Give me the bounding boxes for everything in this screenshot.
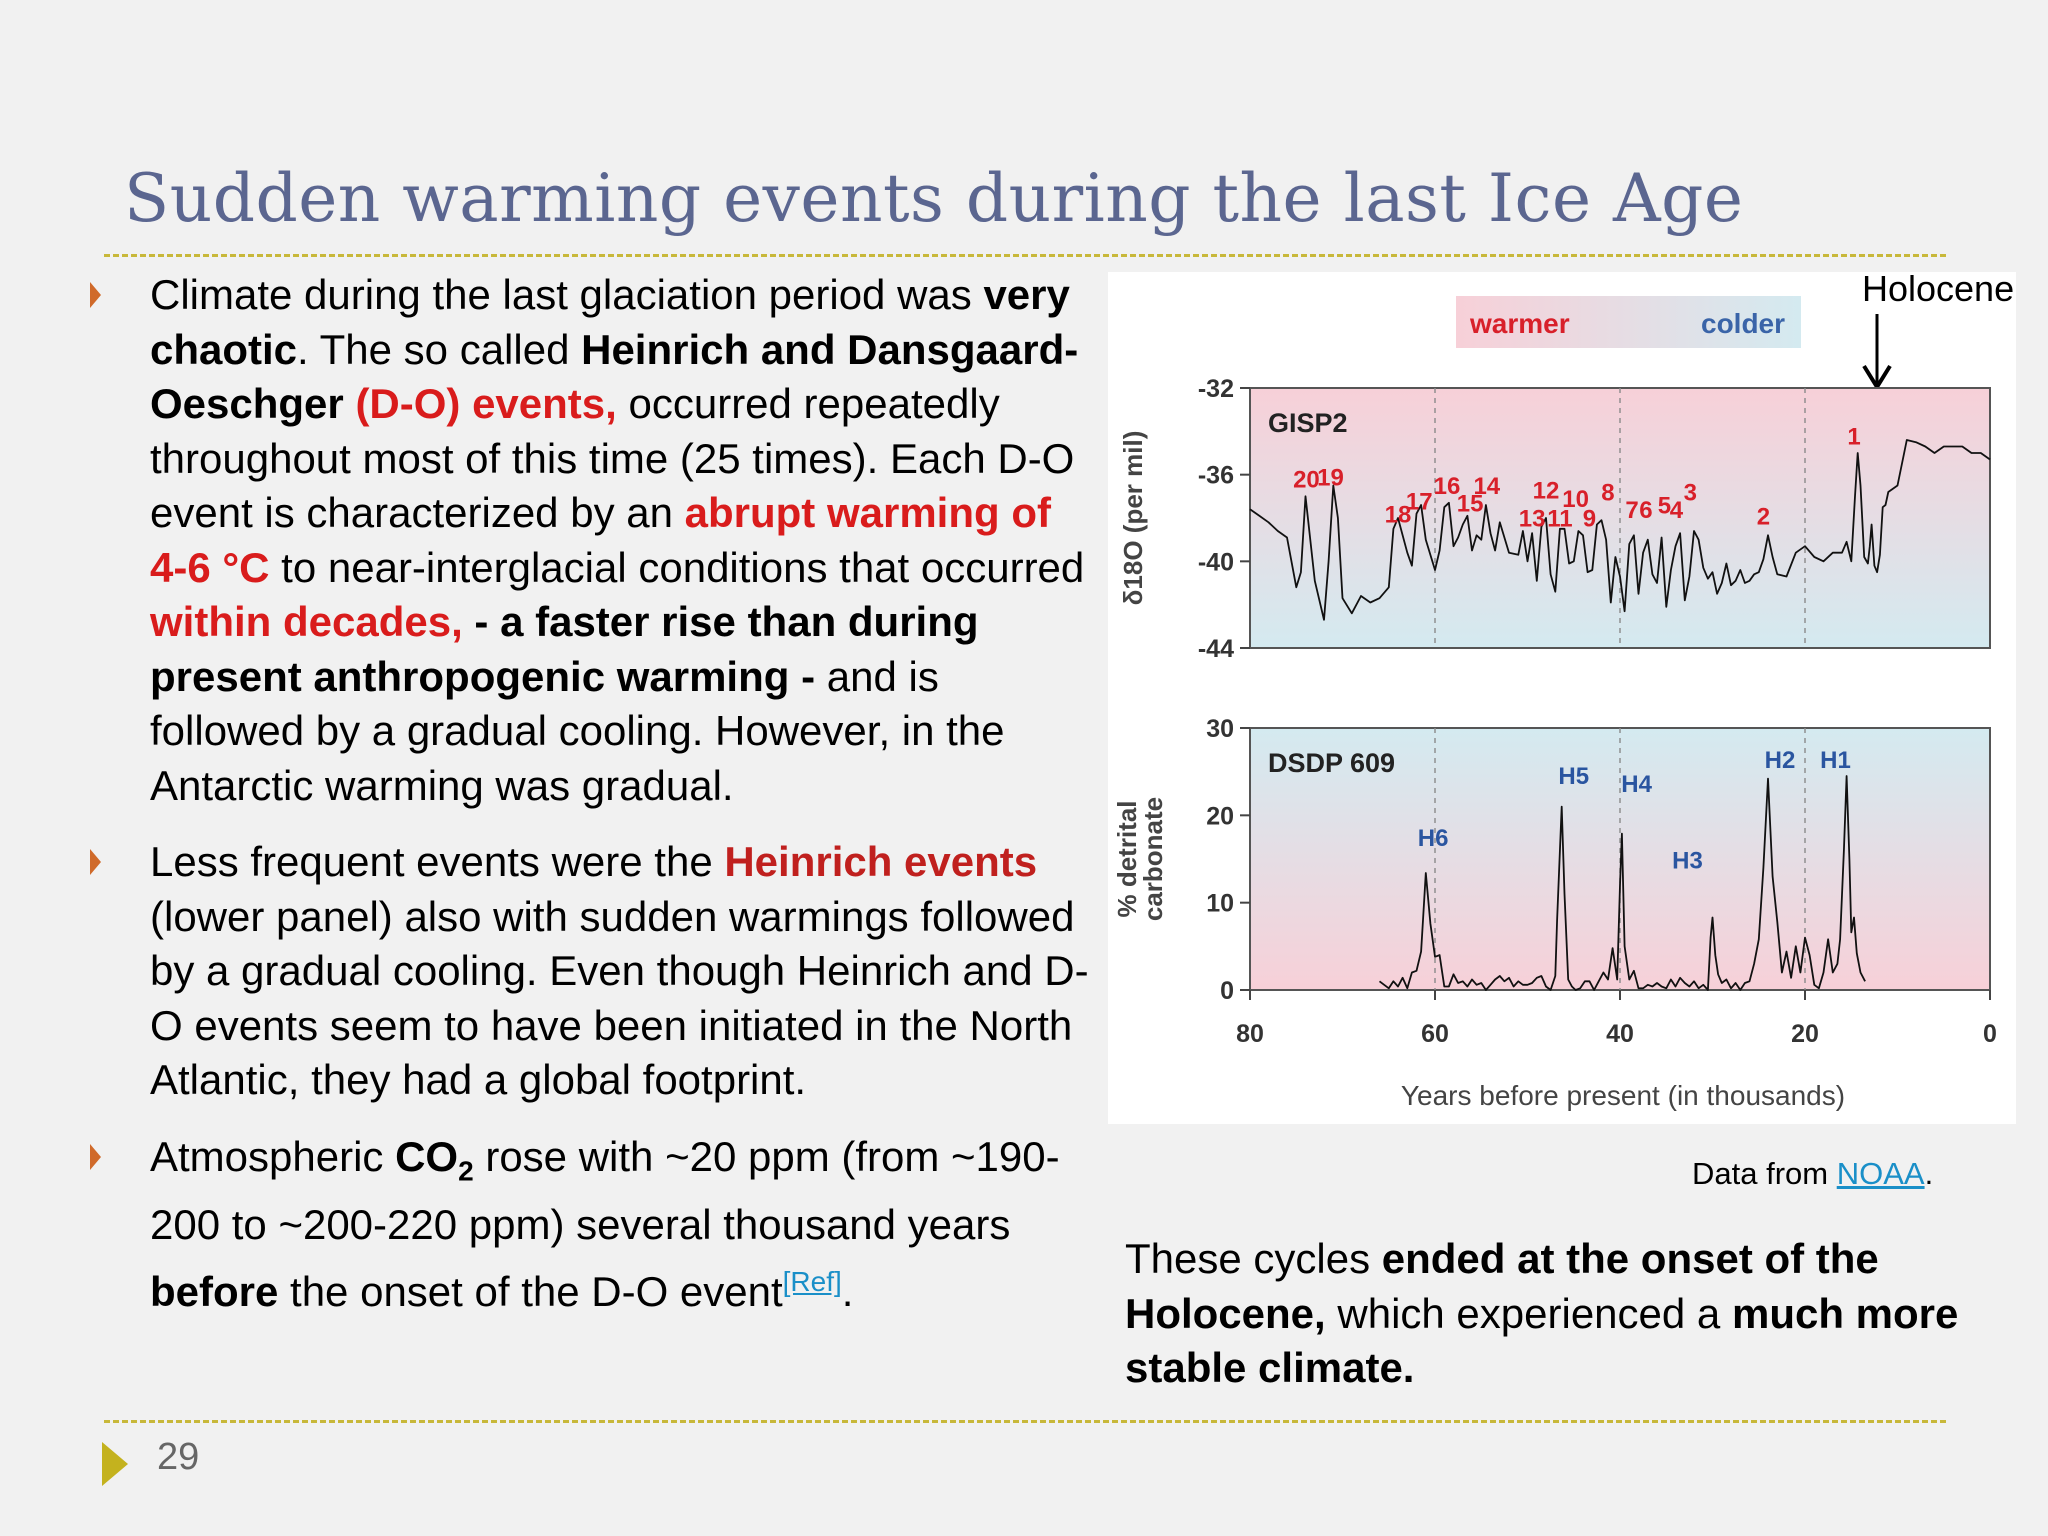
event-label: 6 (1639, 497, 1652, 524)
slide-title: Sudden warming events during the last Ic… (124, 160, 1744, 237)
y-tick-label: 10 (1206, 890, 1234, 918)
event-label: 9 (1583, 506, 1596, 533)
bullet-do-events: Climate during the last glaciation perio… (90, 268, 1090, 813)
event-label: 16 (1434, 473, 1461, 500)
x-tick-label: 60 (1421, 1020, 1449, 1048)
event-label: 14 (1473, 473, 1500, 500)
legend-warmer: warmer (1469, 308, 1570, 339)
event-label: 2 (1757, 504, 1770, 531)
panel-name: GISP2 (1268, 408, 1348, 438)
event-label: 20 (1293, 467, 1320, 494)
x-tick-label: 80 (1236, 1020, 1264, 1048)
text-bold: - a faster rise than during present anth… (150, 598, 979, 700)
noaa-link[interactable]: NOAA (1836, 1156, 1925, 1191)
y-tick-label: 0 (1220, 977, 1234, 1005)
data-source: Data from NOAA. (1692, 1156, 1934, 1191)
holocene-note: These cycles ended at the onset of the H… (1125, 1235, 1959, 1391)
y-tick-label: -44 (1198, 635, 1234, 663)
y-tick-label: 20 (1206, 802, 1234, 830)
x-tick-label: 0 (1983, 1020, 1997, 1048)
text: rose with ~20 ppm (from ~190-200 to ~200… (150, 1132, 1060, 1249)
event-label: 10 (1562, 486, 1589, 513)
event-label: H5 (1558, 763, 1589, 790)
event-label: 19 (1317, 465, 1344, 492)
bullet-list: Climate during the last glaciation perio… (90, 268, 1090, 1341)
title-divider (104, 254, 1946, 257)
event-label: 7 (1625, 497, 1638, 524)
holocene-label: Holocene (1862, 268, 2015, 309)
x-tick-label: 40 (1606, 1020, 1634, 1048)
text: Less frequent events were the (150, 838, 725, 885)
text-red: within decades, (150, 598, 463, 645)
text: Climate during the last glaciation perio… (150, 271, 984, 318)
text: to near-interglacial conditions that occ… (269, 543, 1085, 591)
text: Atmospheric (150, 1132, 396, 1180)
text-bold: before (150, 1267, 279, 1315)
event-label: 3 (1684, 480, 1697, 507)
bullet-heinrich-events: Less frequent events were the Heinrich e… (90, 835, 1090, 1108)
event-label: 18 (1385, 501, 1412, 528)
y-tick-label: -40 (1198, 548, 1234, 576)
text: . (841, 1267, 854, 1315)
text: occurred repeatedly throughout most of t… (150, 380, 1075, 536)
y-axis-label: δ18O (per mil) (1118, 431, 1148, 606)
series-line-dsdp609 (1378, 775, 1866, 991)
footer-divider (104, 1420, 1946, 1423)
y-axis-label: % detrital (1112, 800, 1142, 917)
text: (lower panel) also with sudden warmings … (150, 892, 1089, 1104)
series-line-gisp2 (1249, 439, 1991, 621)
page-marker-icon (102, 1442, 128, 1486)
event-label: 13 (1519, 506, 1546, 533)
event-label: 5 (1658, 493, 1671, 520)
event-label: 17 (1406, 488, 1433, 515)
x-tick-label: 20 (1791, 1020, 1819, 1048)
bullet-arrow-icon (90, 282, 101, 308)
co2: CO2 (395, 1132, 474, 1186)
chart-figure: warmer colder -32 -36 -40 -44 δ18O (per mil) GI… (1108, 272, 2016, 1124)
y-tick-label: -32 (1198, 375, 1234, 403)
y-tick-label: 30 (1206, 715, 1234, 743)
event-label: H1 (1820, 747, 1851, 774)
text: and is followed by a gradual cooling. Ho… (150, 652, 1005, 809)
text-bold: very chaotic (150, 271, 1070, 373)
event-label: 11 (1547, 506, 1572, 533)
panel-name: DSDP 609 (1268, 748, 1395, 778)
event-label: 12 (1533, 478, 1560, 505)
page-number: 29 (157, 1436, 200, 1478)
bullet-arrow-icon (90, 1143, 101, 1170)
text-red: (D-O) events (355, 380, 606, 427)
event-label: 4 (1670, 497, 1684, 524)
text-red: , (605, 380, 629, 427)
event-label: H3 (1672, 848, 1703, 875)
climate-chart: warmer colder -32 -36 -40 -44 δ18O (per mil) GI… (1112, 296, 1997, 1111)
text-red: Heinrich events (724, 838, 1038, 885)
text: the onset of the D-O event (278, 1267, 783, 1315)
event-label: H2 (1765, 747, 1796, 774)
bullet-arrow-icon (90, 849, 101, 875)
event-label: 15 (1457, 491, 1484, 518)
text: . The so called (297, 325, 582, 373)
ref-link[interactable]: [Ref] (782, 1265, 842, 1297)
event-label: H6 (1418, 825, 1449, 852)
y-tick-label: -36 (1198, 462, 1234, 490)
text-bold: Heinrich and Dansgaard-Oeschger (150, 325, 1079, 428)
bullet-co2: Atmospheric CO2 rose with ~20 ppm (from … (90, 1130, 1090, 1320)
text-red: abrupt warming of 4-6 °C (150, 489, 1051, 591)
x-axis-label: Years before present (in thousands) (1401, 1080, 1845, 1111)
event-label: 1 (1847, 423, 1860, 450)
event-label: H4 (1621, 771, 1652, 798)
y-axis-label: carbonate (1138, 797, 1168, 921)
legend-colder: colder (1701, 308, 1785, 339)
warm-cold-legend (1456, 296, 1801, 348)
event-label: 8 (1601, 480, 1614, 507)
